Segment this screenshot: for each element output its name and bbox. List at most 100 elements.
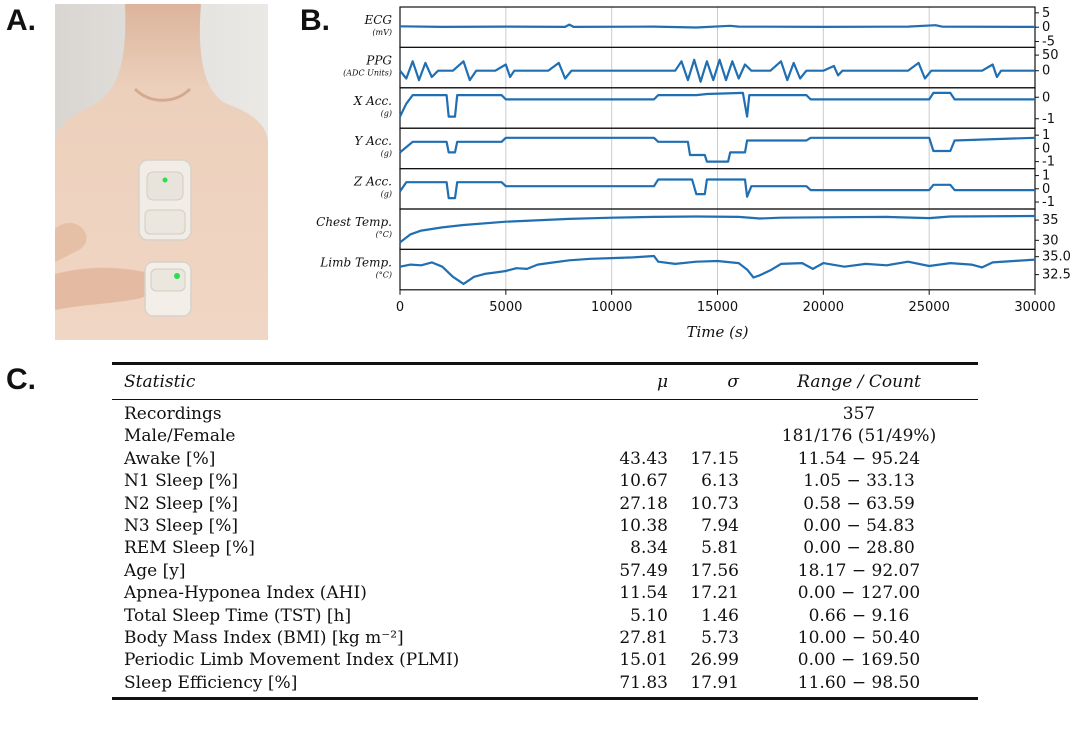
channel-label: ECG bbox=[363, 13, 392, 27]
x-tick-label: 15000 bbox=[697, 300, 738, 315]
cell-mu: 5.10 bbox=[630, 605, 668, 626]
channel-label: PPG bbox=[365, 53, 392, 67]
cell-statistic: N2 Sleep [%] bbox=[124, 493, 239, 514]
cell-mu: 71.83 bbox=[619, 672, 668, 693]
cell-sigma: 17.91 bbox=[690, 672, 739, 693]
channel-unit: (°C) bbox=[376, 230, 392, 239]
cell-sigma: 5.81 bbox=[701, 538, 739, 559]
channel-label: Y Acc. bbox=[354, 134, 392, 148]
x-tick-label: 20000 bbox=[803, 300, 844, 315]
channel-label: X Acc. bbox=[353, 94, 392, 108]
cell-range: 0.00 − 127.00 bbox=[797, 583, 921, 604]
cell-statistic: Periodic Limb Movement Index (PLMI) bbox=[124, 650, 460, 671]
table-row: Sleep Efficiency [%] 71.83 17.91 11.60 − 98… bbox=[112, 672, 978, 694]
cell-sigma: 5.73 bbox=[701, 627, 739, 648]
channel-label: Chest Temp. bbox=[316, 215, 392, 229]
channel-unit: (ADC Units) bbox=[343, 68, 392, 77]
series-line bbox=[399, 91, 1035, 118]
cell-statistic: N1 Sleep [%] bbox=[124, 471, 239, 492]
header-sigma: σ bbox=[727, 372, 739, 392]
y-tick-label: 0 bbox=[1042, 182, 1050, 197]
y-tick-label: 1 bbox=[1042, 169, 1050, 184]
table-row: N3 Sleep [%] 10.38 7.94 0.00 − 54.83 bbox=[112, 515, 978, 537]
collarbone-shading bbox=[133, 87, 192, 102]
sensor-placement-photo bbox=[55, 4, 268, 340]
cell-range: 11.60 − 98.50 bbox=[797, 672, 921, 693]
table-header-rule bbox=[112, 399, 978, 400]
cell-mu: 43.43 bbox=[619, 448, 668, 469]
cell-statistic: Apnea-Hyponea Index (AHI) bbox=[124, 583, 367, 604]
cell-range: 0.00 − 28.80 bbox=[803, 538, 915, 559]
hand-fingers bbox=[55, 267, 152, 310]
table-row: N2 Sleep [%] 27.18 10.73 0.58 − 63.59 bbox=[112, 493, 978, 515]
y-tick-label: 5 bbox=[1042, 6, 1050, 21]
x-tick-label: 0 bbox=[396, 300, 404, 315]
series-line bbox=[399, 58, 1035, 83]
table-row: Male/Female 181/176 (51/49%) bbox=[112, 425, 978, 447]
cell-mu: 8.34 bbox=[630, 538, 668, 559]
channel-unit: (g) bbox=[381, 109, 392, 118]
cell-mu: 10.38 bbox=[619, 515, 668, 536]
cell-sigma: 17.56 bbox=[690, 560, 739, 581]
limb-led-icon bbox=[174, 273, 180, 279]
cell-statistic: Total Sleep Time (TST) [h] bbox=[124, 605, 352, 626]
channel-label: Limb Temp. bbox=[319, 255, 392, 269]
table-row: Body Mass Index (BMI) [kg m⁻²] 27.81 5.73 1… bbox=[112, 627, 978, 649]
cell-statistic: Body Mass Index (BMI) [kg m⁻²] bbox=[124, 627, 404, 648]
series-line bbox=[399, 136, 1036, 163]
hand-left bbox=[55, 222, 87, 262]
header-statistic: Statistic bbox=[124, 372, 196, 392]
table-row: Periodic Limb Movement Index (PLMI) 15.01… bbox=[112, 649, 978, 671]
cell-sigma: 7.94 bbox=[701, 515, 739, 536]
x-axis-title: Time (s) bbox=[686, 323, 748, 341]
cell-mu: 27.18 bbox=[619, 493, 668, 514]
channel-unit: (°C) bbox=[376, 270, 392, 279]
cell-mu: 57.49 bbox=[619, 560, 668, 581]
series-line bbox=[399, 178, 1035, 200]
cell-range: 0.66 − 9.16 bbox=[808, 605, 910, 626]
channel-unit: (g) bbox=[381, 190, 392, 199]
cell-mu: 11.54 bbox=[619, 583, 668, 604]
y-tick-label: 35.0 bbox=[1042, 250, 1071, 265]
y-tick-label: 0 bbox=[1042, 20, 1050, 35]
header-mu: μ bbox=[656, 372, 668, 392]
cell-range: 181/176 (51/49%) bbox=[781, 426, 937, 447]
y-tick-label: 35 bbox=[1042, 213, 1059, 228]
y-tick-label: 1 bbox=[1042, 128, 1050, 143]
y-tick-label: 0 bbox=[1042, 64, 1050, 79]
cell-statistic: N3 Sleep [%] bbox=[124, 515, 239, 536]
table-header-row: Statistic μ σ Range / Count bbox=[112, 365, 978, 399]
x-tick-label: 30000 bbox=[1014, 300, 1055, 315]
y-tick-label: -1 bbox=[1042, 195, 1055, 210]
y-tick-label: 30 bbox=[1042, 233, 1059, 248]
cell-range: 0.00 − 169.50 bbox=[797, 650, 921, 671]
y-tick-label: -1 bbox=[1042, 112, 1055, 127]
cell-sigma: 17.15 bbox=[690, 448, 739, 469]
panel-c-label: C. bbox=[6, 363, 36, 396]
table-top-rule bbox=[112, 362, 978, 365]
cell-statistic: Sleep Efficiency [%] bbox=[124, 672, 298, 693]
table-body: Recordings 357 Male/Female 181/176 (51/49%)… bbox=[112, 400, 978, 697]
channel-label: Z Acc. bbox=[353, 175, 392, 189]
cell-sigma: 1.46 bbox=[701, 605, 739, 626]
cell-range: 18.17 − 92.07 bbox=[797, 560, 921, 581]
x-tick-label: 5000 bbox=[489, 300, 522, 315]
y-tick-label: 32.5 bbox=[1042, 268, 1071, 283]
cell-range: 10.00 − 50.40 bbox=[797, 627, 921, 648]
table-row: Recordings 357 bbox=[112, 403, 978, 425]
cell-sigma: 6.13 bbox=[701, 471, 739, 492]
cell-range: 0.00 − 54.83 bbox=[803, 515, 915, 536]
chest-led-icon bbox=[162, 177, 168, 183]
x-tick-label: 25000 bbox=[908, 300, 949, 315]
x-tick-label: 10000 bbox=[591, 300, 632, 315]
cell-range: 357 bbox=[842, 404, 876, 424]
limb-sensor bbox=[144, 261, 192, 317]
y-tick-label: -1 bbox=[1042, 155, 1055, 170]
cell-range: 0.58 − 63.59 bbox=[803, 493, 915, 514]
cell-statistic: Age [y] bbox=[124, 560, 186, 581]
cell-mu: 15.01 bbox=[619, 650, 668, 671]
table-row: Awake [%] 43.43 17.15 11.54 − 95.24 bbox=[112, 448, 978, 470]
cell-range: 1.05 − 33.13 bbox=[803, 471, 915, 492]
cell-sigma: 17.21 bbox=[690, 583, 739, 604]
table-bottom-rule bbox=[112, 697, 978, 701]
